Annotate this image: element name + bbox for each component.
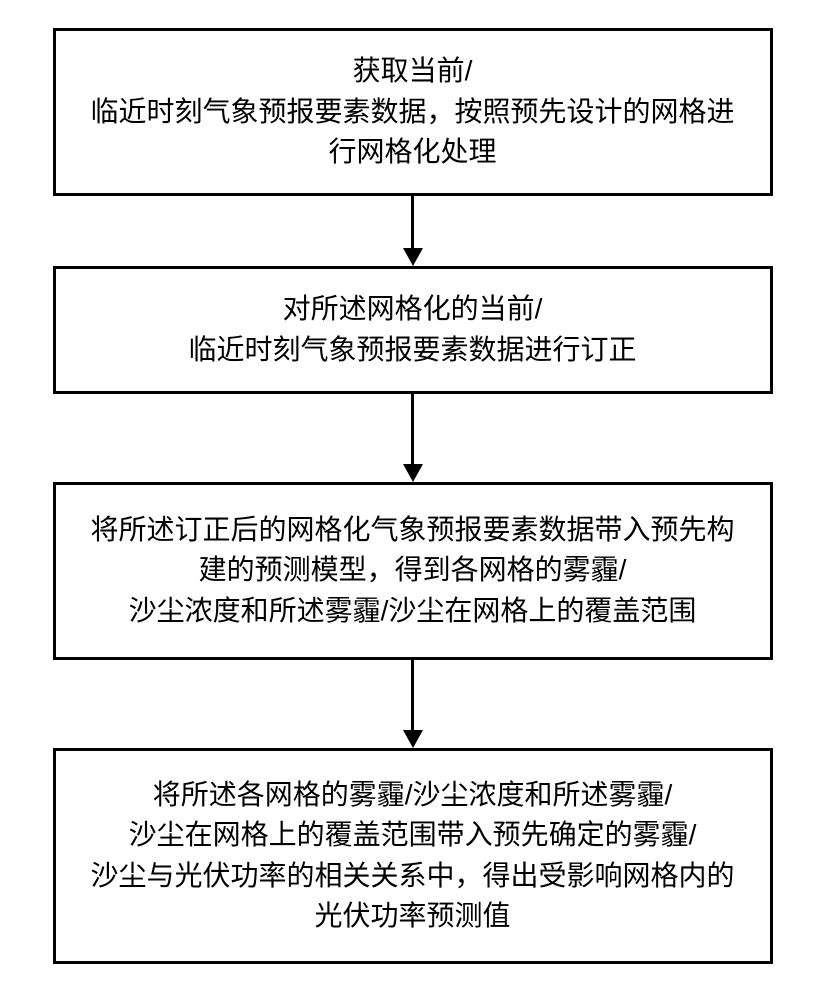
flow-step-1: 获取当前/ 临近时刻气象预报要素数据，按照预先设计的网格进行网格化处理 <box>53 28 773 196</box>
arrow-head-icon <box>403 464 423 482</box>
flow-step-3: 将所述订正后的网格化气象预报要素数据带入预先构建的预测模型，得到各网格的雾霾/ … <box>53 482 773 660</box>
arrow-line <box>411 660 414 730</box>
flow-step-2: 对所述网格化的当前/ 临近时刻气象预报要素数据进行订正 <box>53 266 773 394</box>
flowchart-container: 获取当前/ 临近时刻气象预报要素数据，按照预先设计的网格进行网格化处理对所述网格… <box>0 0 825 992</box>
flow-arrow-1 <box>403 196 423 266</box>
flow-step-text: 将所述各网格的雾霾/沙尘浓度和所述雾霾/ 沙尘在网格上的覆盖范围带入预先确定的雾… <box>82 775 744 937</box>
flow-step-4: 将所述各网格的雾霾/沙尘浓度和所述雾霾/ 沙尘在网格上的覆盖范围带入预先确定的雾… <box>53 748 773 964</box>
flow-arrow-2 <box>403 394 423 482</box>
flow-step-text: 获取当前/ 临近时刻气象预报要素数据，按照预先设计的网格进行网格化处理 <box>82 51 744 173</box>
arrow-line <box>411 196 414 248</box>
flow-step-text: 将所述订正后的网格化气象预报要素数据带入预先构建的预测模型，得到各网格的雾霾/ … <box>82 510 744 632</box>
arrow-head-icon <box>403 248 423 266</box>
arrow-line <box>411 394 414 464</box>
flow-arrow-3 <box>403 660 423 748</box>
flow-step-text: 对所述网格化的当前/ 临近时刻气象预报要素数据进行订正 <box>188 289 636 370</box>
arrow-head-icon <box>403 730 423 748</box>
